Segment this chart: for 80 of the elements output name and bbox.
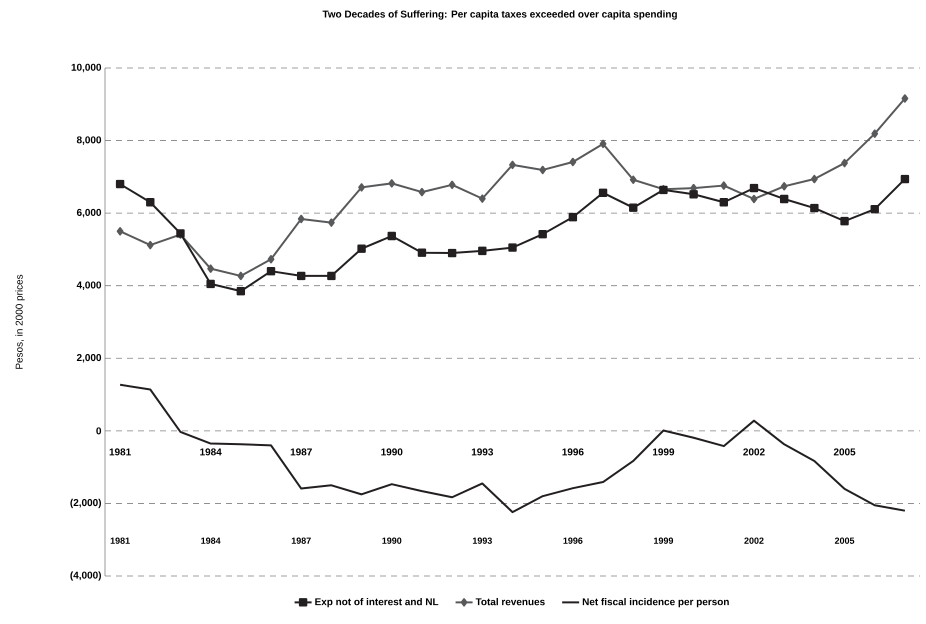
point (720, 198, 728, 206)
point (236, 286, 246, 296)
point (900, 174, 910, 184)
y-tick-label: 0 (96, 427, 102, 434)
point (870, 204, 879, 214)
point (539, 166, 546, 174)
point (810, 174, 818, 184)
point (568, 212, 578, 222)
point (598, 188, 608, 198)
x2-tick-label: 1993 (472, 448, 494, 456)
point (448, 248, 456, 258)
point (569, 158, 576, 166)
x2-tick-label: 1996 (562, 448, 584, 456)
point (388, 179, 396, 188)
point (268, 255, 274, 264)
point (630, 176, 637, 184)
x2-tick-label: 1990 (381, 448, 402, 456)
x-tick-label: 1987 (292, 538, 311, 544)
chart-title: Two Decades of Suffering: Per capita taxes exceeded over capita spending (322, 10, 677, 20)
x-tick-label: 2002 (744, 538, 764, 544)
legend-label: Total revenues (476, 598, 545, 606)
point (750, 194, 758, 204)
x2-tick-label: 2005 (834, 448, 856, 456)
point (207, 264, 214, 273)
point (841, 158, 848, 168)
point (116, 227, 124, 236)
point (298, 214, 305, 224)
point (629, 203, 638, 212)
x2-tick-label: 1999 (652, 448, 674, 456)
point (871, 129, 878, 138)
point (780, 194, 788, 204)
legend-label: Net fiscal incidence per person (582, 598, 729, 608)
point (600, 140, 606, 148)
point (538, 230, 547, 238)
y-tick-label: 6,000 (76, 208, 102, 218)
y-tick-label: 8,000 (76, 136, 102, 145)
point (358, 183, 365, 192)
point (840, 216, 849, 226)
point (418, 188, 426, 196)
y-tick-label: (2,000) (70, 498, 101, 508)
x-tick-label: 1996 (563, 538, 583, 544)
point (902, 94, 908, 103)
x-tick-label: 1981 (110, 538, 130, 544)
point (478, 194, 486, 203)
y-tick-label: 2,000 (76, 354, 102, 363)
x-tick-label: 1993 (472, 538, 492, 544)
x2-tick-label: 1987 (290, 448, 312, 456)
point (237, 272, 244, 280)
point (448, 180, 456, 190)
point (720, 181, 728, 190)
x2-tick-label: 2002 (743, 448, 765, 456)
x-tick-label: 1999 (654, 538, 674, 544)
point (357, 244, 366, 253)
point (327, 272, 336, 280)
legend-label: Exp not of interest and NL (315, 598, 438, 608)
point (508, 243, 517, 252)
point (146, 240, 154, 250)
point (780, 182, 788, 190)
point (328, 218, 335, 227)
point (689, 190, 698, 198)
y-axis-title: Pesos, in 2000 prices (15, 274, 25, 369)
y-tick-label: (4,000) (70, 571, 101, 581)
point (418, 248, 426, 257)
x2-tick-label: 1981 (110, 448, 131, 456)
x-tick-label: 1990 (382, 538, 402, 544)
point (810, 204, 819, 212)
y-tick-label: 4,000 (76, 281, 102, 290)
point (509, 160, 516, 170)
point (206, 280, 215, 288)
y-tick-label: 10,000 (72, 64, 102, 72)
point (146, 198, 154, 206)
point (388, 232, 396, 240)
point (116, 180, 124, 188)
point (266, 266, 276, 276)
x2-tick-label: 1984 (200, 448, 222, 456)
point (297, 272, 306, 280)
point (750, 184, 758, 192)
x-tick-label: 1984 (201, 538, 221, 544)
point (478, 246, 487, 256)
x-tick-label: 2005 (834, 538, 854, 544)
